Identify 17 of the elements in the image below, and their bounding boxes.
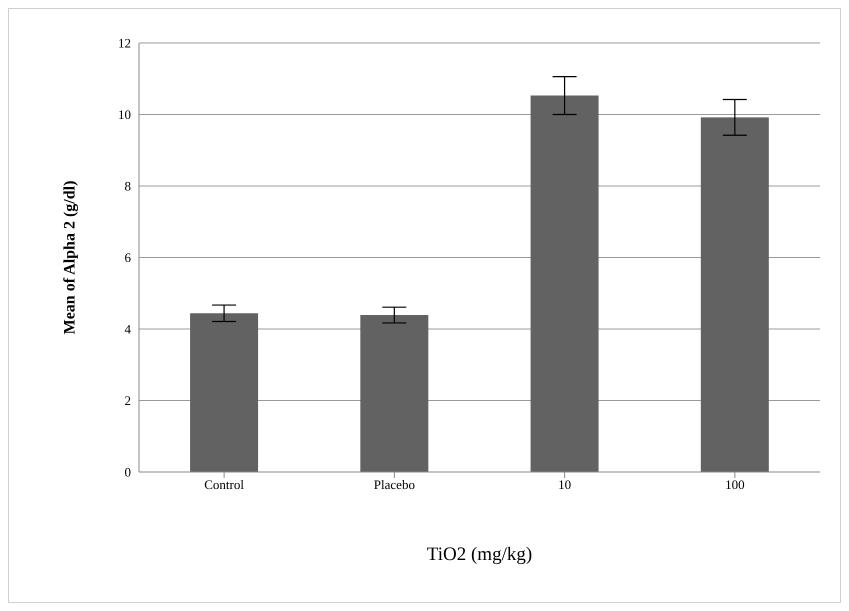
bar (190, 313, 258, 472)
x-axis-title: TiO2 (mg/kg) (426, 544, 532, 565)
x-tick-label: 10 (558, 477, 572, 492)
x-tick-label: 100 (725, 477, 745, 492)
y-tick-label: 2 (124, 393, 131, 408)
bar (360, 315, 428, 472)
y-axis-title: Mean of Alpha 2 (g/dl) (62, 180, 79, 334)
x-tick-label: Control (204, 477, 244, 492)
y-tick-label: 0 (124, 464, 131, 480)
y-tick-label: 8 (124, 178, 131, 194)
bar (700, 117, 769, 472)
y-tick-label: 6 (124, 250, 132, 266)
bar (530, 96, 599, 472)
y-tick-label: 4 (124, 322, 132, 337)
y-tick-label: 10 (118, 107, 131, 122)
y-tick-label: 12 (118, 36, 131, 51)
x-tick-label: Placebo (374, 477, 415, 492)
